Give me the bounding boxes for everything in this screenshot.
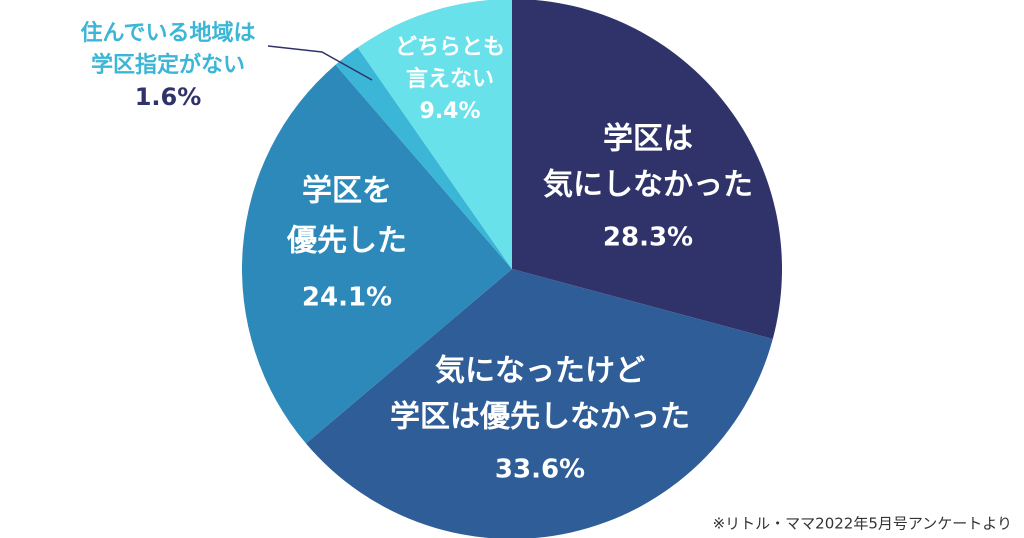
slice-label: 学区は優先しなかった <box>390 400 690 435</box>
pie-slice <box>357 0 512 269</box>
value-label: 28.3% <box>603 223 693 253</box>
slice-label: 学区は <box>603 122 693 157</box>
value-label: 9.4% <box>419 99 480 124</box>
pie-slice <box>305 269 773 538</box>
slice-label: 学区を <box>302 174 392 209</box>
slice-label: どちらとも <box>395 35 505 60</box>
slice-label: 住んでいる地域は <box>81 20 256 46</box>
slice-label: 学区指定がない <box>91 52 245 78</box>
slice-label: 優先した <box>286 224 407 259</box>
value-label: 24.1% <box>302 283 392 313</box>
source-note: ※リトル・ママ2022年5月号アンケートより <box>713 515 1012 533</box>
value-label: 1.6% <box>135 83 202 111</box>
value-label: 33.6% <box>495 455 585 485</box>
leader-line <box>267 45 373 81</box>
slice-label: 言えない <box>406 66 494 92</box>
pie-slice <box>512 0 782 340</box>
pie-slice <box>241 64 512 444</box>
slice-label: 気にしなかった <box>543 168 753 203</box>
slice-label: 気になったけど <box>435 354 645 389</box>
pie-slice <box>335 47 512 270</box>
